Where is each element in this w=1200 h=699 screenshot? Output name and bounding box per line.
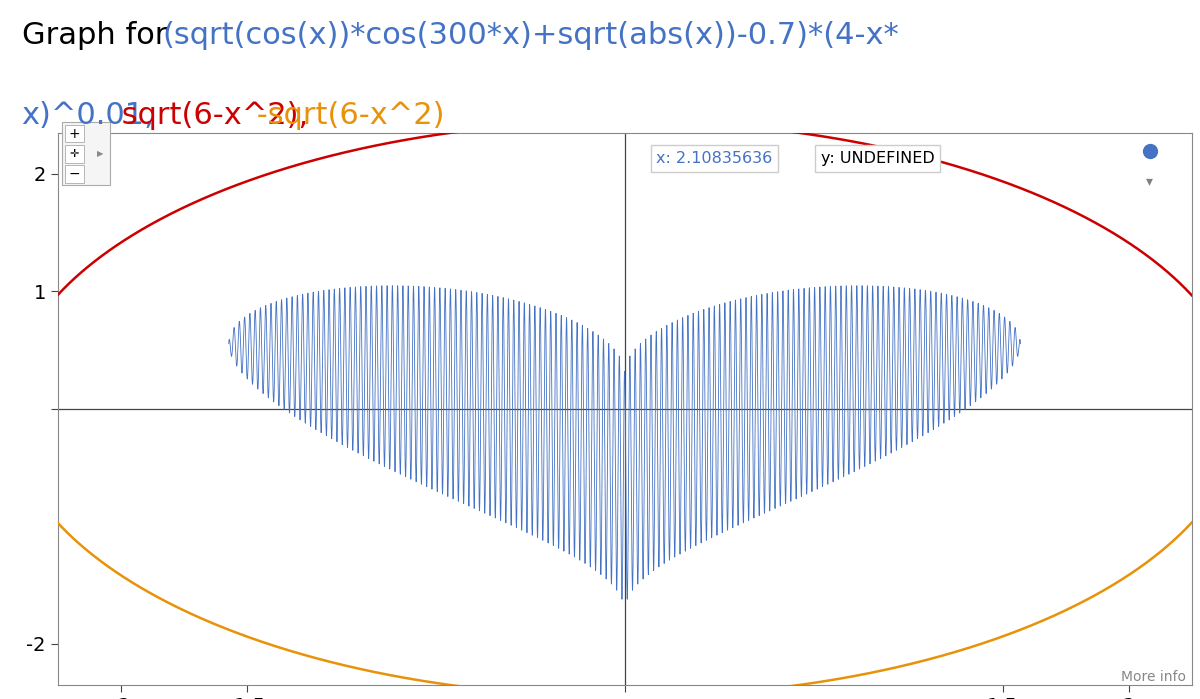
FancyBboxPatch shape bbox=[62, 122, 110, 185]
FancyBboxPatch shape bbox=[65, 145, 84, 163]
Text: More info: More info bbox=[1121, 670, 1186, 684]
Text: x: 2.10835636: x: 2.10835636 bbox=[656, 151, 773, 166]
Text: ✛: ✛ bbox=[70, 149, 79, 159]
Text: y: UNDEFINED: y: UNDEFINED bbox=[821, 151, 935, 166]
Text: Graph for: Graph for bbox=[22, 21, 176, 50]
Text: ▾: ▾ bbox=[1146, 174, 1153, 188]
FancyBboxPatch shape bbox=[65, 125, 84, 143]
Text: x)^0.01,: x)^0.01, bbox=[22, 101, 155, 130]
Text: ▶: ▶ bbox=[96, 150, 103, 158]
Text: sqrt(6-x^2),: sqrt(6-x^2), bbox=[112, 101, 308, 130]
Text: (sqrt(cos(x))*cos(300*x)+sqrt(abs(x))-0.7)*(4-x*: (sqrt(cos(x))*cos(300*x)+sqrt(abs(x))-0.… bbox=[162, 21, 899, 50]
Text: −: − bbox=[68, 167, 80, 181]
FancyBboxPatch shape bbox=[65, 165, 84, 182]
Text: -sqrt(6-x^2): -sqrt(6-x^2) bbox=[247, 101, 445, 130]
Text: +: + bbox=[68, 127, 80, 140]
